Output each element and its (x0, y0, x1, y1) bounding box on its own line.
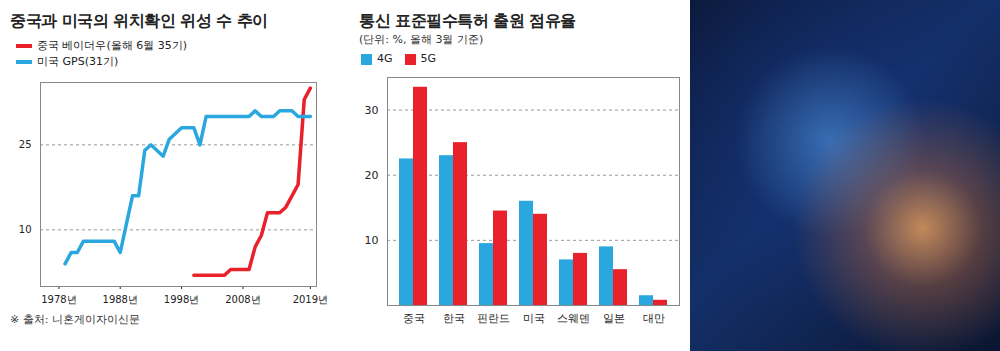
html-text:(단위: %, 올해 3월 기준): (단위: %, 올해 3월 기준) (359, 33, 484, 46)
svg-text:한국: 한국 (443, 312, 465, 325)
html-text:미국 GPS(31기): 미국 GPS(31기) (37, 55, 119, 68)
svg-text:핀란드: 핀란드 (477, 312, 510, 325)
html-text:※ 출처: 니혼게이자이신문: ※ 출처: 니혼게이자이신문 (10, 313, 140, 326)
svg-text:25: 25 (19, 139, 32, 150)
svg-text:10: 10 (365, 234, 379, 247)
svg-text:1978년: 1978년 (41, 294, 76, 305)
svg-text:30: 30 (365, 104, 379, 117)
svg-text:20: 20 (365, 169, 379, 182)
html-text:중국 베이더우(올해 6월 35기): 중국 베이더우(올해 6월 35기) (37, 39, 188, 52)
svg-text:대만: 대만 (643, 312, 665, 325)
svg-text:일본: 일본 (603, 312, 625, 325)
svg-text:1988년: 1988년 (103, 294, 138, 305)
html-text:5G: 5G (420, 52, 437, 65)
svg-text:2008년: 2008년 (225, 294, 260, 305)
svg-text:1998년: 1998년 (164, 294, 199, 305)
html-text:4G: 4G (377, 52, 393, 65)
svg-text:스웨덴: 스웨덴 (557, 312, 590, 325)
svg-text:중국: 중국 (403, 312, 425, 325)
svg-text:10: 10 (19, 224, 32, 235)
svg-text:미국: 미국 (523, 312, 545, 325)
html-text:중국과 미국의 위치확인 위성 수 추이: 중국과 미국의 위치확인 위성 수 추이 (10, 11, 268, 30)
svg-text:2019년: 2019년 (293, 294, 328, 305)
html-text:통신 표준필수특허 출원 점유율: 통신 표준필수특허 출원 점유율 (359, 11, 576, 30)
